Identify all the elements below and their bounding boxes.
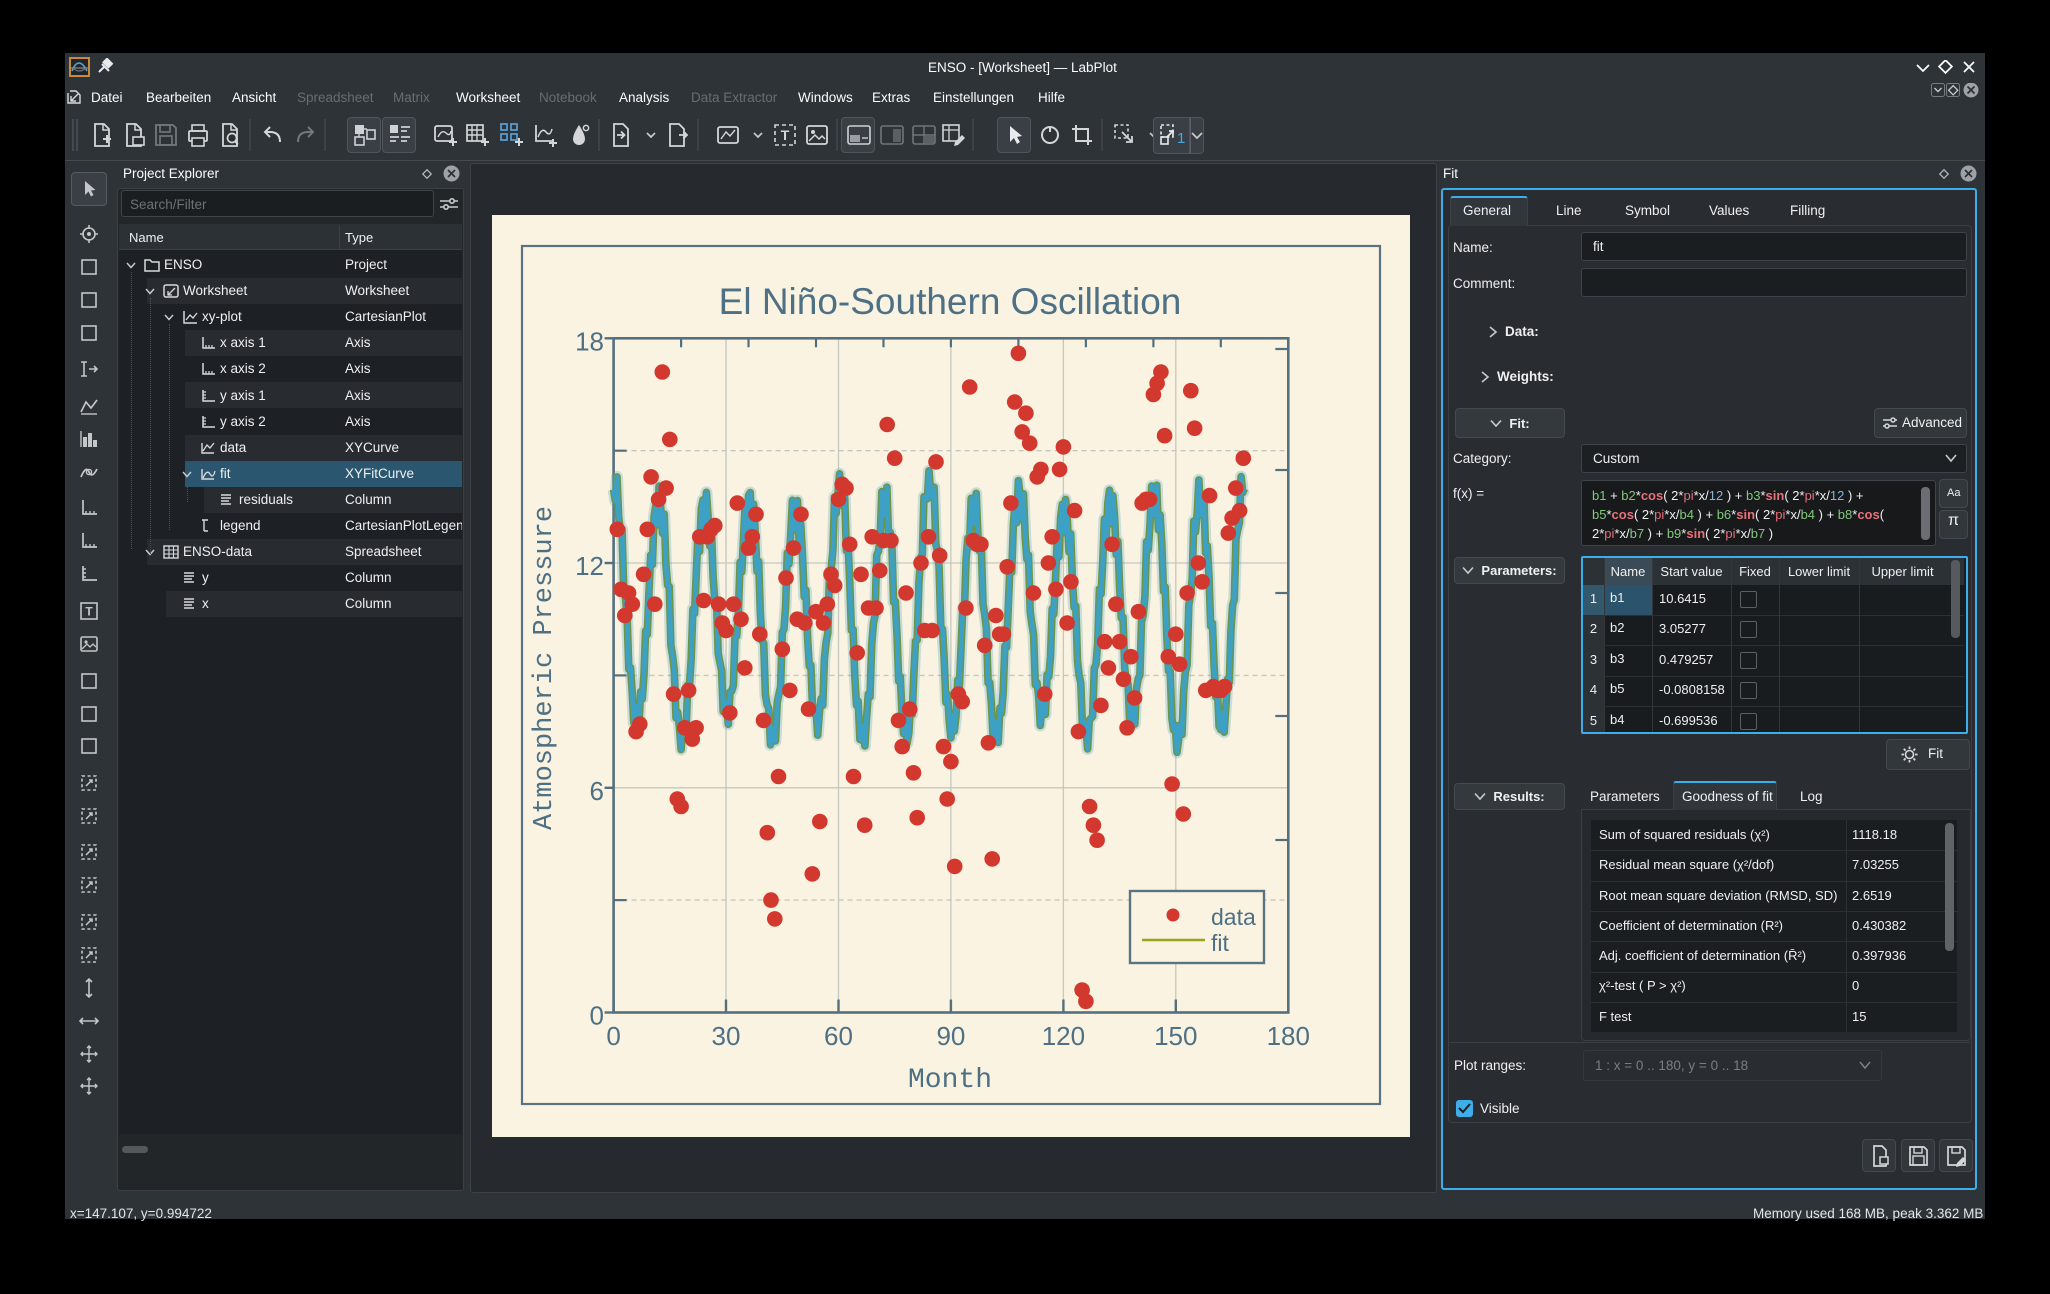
svg-text:60: 60 <box>824 1021 853 1051</box>
svg-text:0: 0 <box>606 1021 620 1051</box>
svg-text:data: data <box>1211 904 1256 930</box>
svg-text:120: 120 <box>1042 1021 1085 1051</box>
svg-text:El Niño-Southern Oscillation: El Niño-Southern Oscillation <box>719 281 1182 322</box>
svg-text:0: 0 <box>590 1001 604 1031</box>
svg-text:150: 150 <box>1154 1021 1197 1051</box>
svg-text:fit: fit <box>1211 930 1230 956</box>
svg-text:90: 90 <box>936 1021 965 1051</box>
svg-text:1: 1 <box>1177 130 1185 147</box>
svg-text:T: T <box>781 127 790 143</box>
svg-text:180: 180 <box>1267 1021 1310 1051</box>
svg-text:Month: Month <box>908 1065 992 1096</box>
svg-text:Atmospheric Pressure: Atmospheric Pressure <box>530 506 560 830</box>
svg-text:T: T <box>85 605 93 619</box>
svg-text:30: 30 <box>712 1021 741 1051</box>
svg-text:18: 18 <box>575 326 604 356</box>
svg-text:12: 12 <box>575 551 604 581</box>
svg-text:6: 6 <box>590 776 604 806</box>
